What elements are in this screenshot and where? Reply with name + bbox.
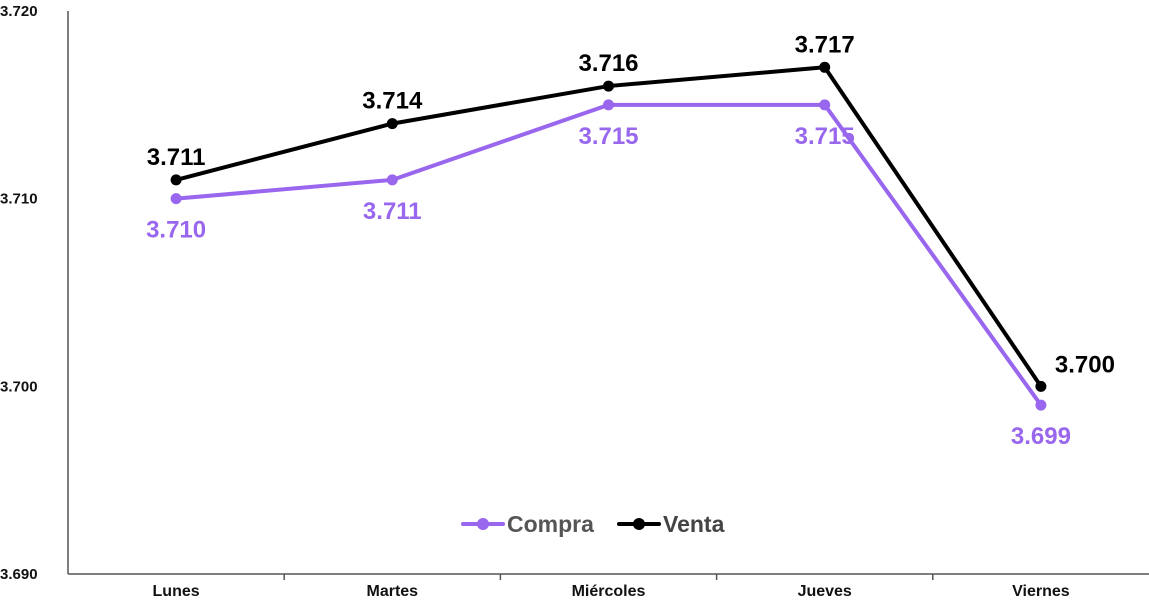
legend-swatch-marker xyxy=(633,518,645,530)
x-tick-label: Miércoles xyxy=(572,583,646,600)
legend-label-compra: Compra xyxy=(507,511,594,537)
y-tick-label: 3.700 xyxy=(0,378,38,395)
data-label-compra: 3.710 xyxy=(146,217,206,244)
x-tick-label: Lunes xyxy=(153,583,200,600)
data-label-compra: 3.711 xyxy=(363,198,422,225)
y-tick-label: 3.690 xyxy=(0,566,38,583)
series-line-compra xyxy=(174,102,1043,408)
data-point-compra xyxy=(1035,399,1047,411)
data-label-venta: 3.716 xyxy=(578,50,638,77)
x-tick-label: Viernes xyxy=(1012,583,1070,600)
y-tick-label: 3.720 xyxy=(0,3,38,20)
axes-layer: 3.690 3.700 3.710 3.720 Lunes Martes Miércoles… xyxy=(0,3,1149,600)
data-label-venta: 3.711 xyxy=(147,144,206,171)
legend-label-venta: Venta xyxy=(663,511,725,537)
x-tick-label: Jueves xyxy=(798,583,852,600)
data-point-venta xyxy=(1035,380,1047,392)
data-point-venta xyxy=(386,118,398,130)
data-label-compra: 3.699 xyxy=(1011,423,1071,450)
data-point-compra xyxy=(386,174,398,186)
x-tick-label: Martes xyxy=(367,583,419,600)
data-label-venta: 3.700 xyxy=(1055,351,1115,378)
data-label-venta: 3.717 xyxy=(795,31,855,58)
data-label-compra: 3.715 xyxy=(795,123,855,150)
legend: Compra Venta xyxy=(461,511,725,537)
data-point-compra xyxy=(170,193,182,205)
data-label-compra: 3.715 xyxy=(578,123,638,150)
data-point-venta xyxy=(819,61,831,73)
y-tick-label: 3.710 xyxy=(0,191,38,208)
data-label-venta: 3.714 xyxy=(362,88,423,115)
data-labels-layer: 3.710 3.711 3.715 3.715 3.699 3.711 3.714 3.716… xyxy=(146,31,1115,450)
data-point-venta xyxy=(170,174,182,186)
data-point-compra xyxy=(819,99,831,111)
series-layer xyxy=(170,61,1047,411)
data-point-compra xyxy=(603,99,614,111)
legend-swatch-marker xyxy=(477,518,489,530)
data-point-venta xyxy=(603,80,614,92)
